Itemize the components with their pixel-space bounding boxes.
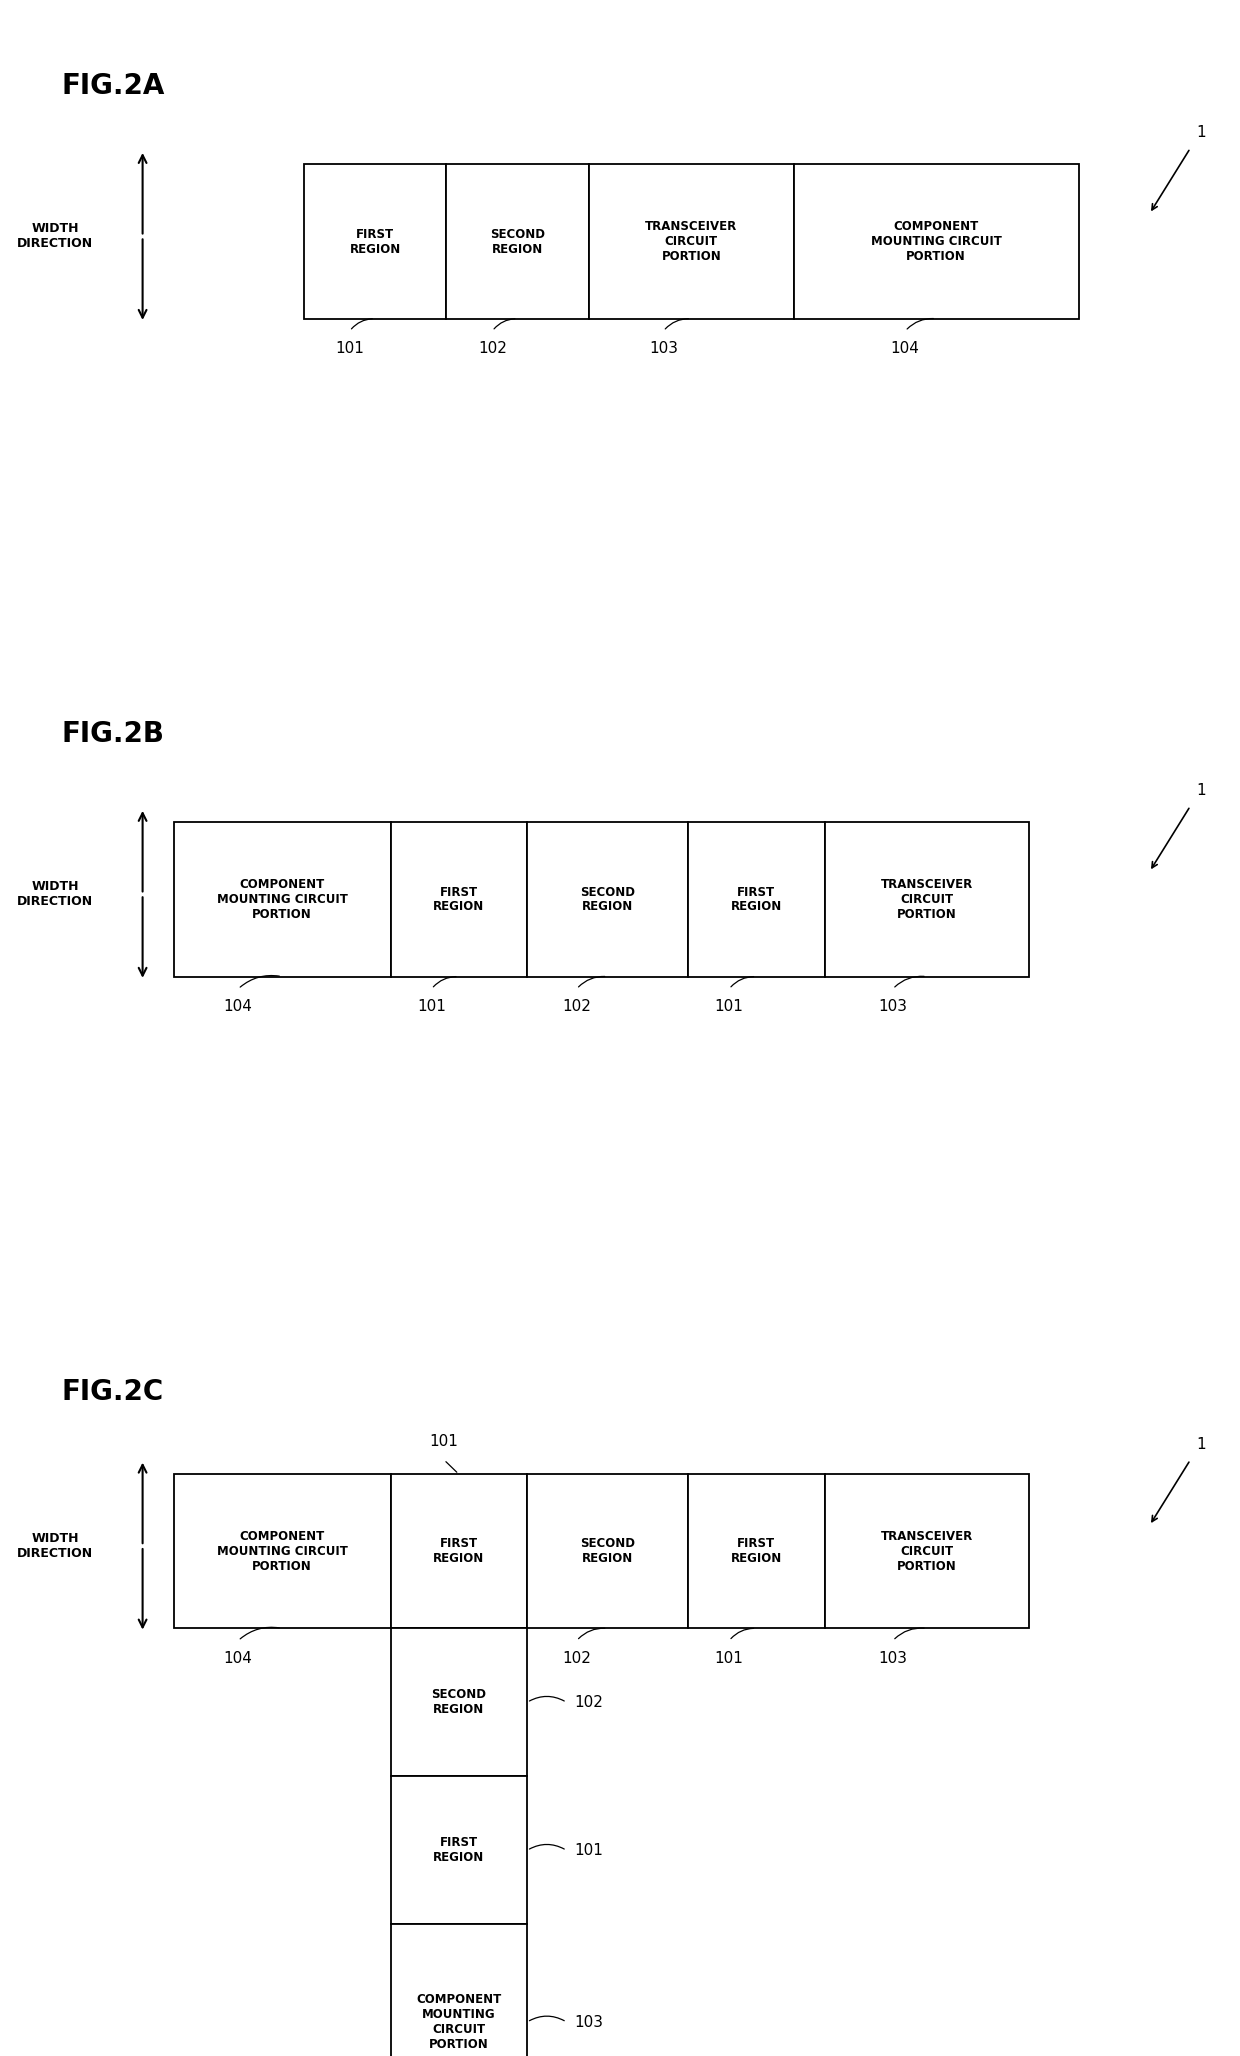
Text: 104: 104 bbox=[223, 999, 253, 1014]
Bar bbox=[391, 1474, 527, 1628]
Bar bbox=[391, 822, 527, 977]
Bar bbox=[688, 822, 825, 977]
Text: FIRST
REGION: FIRST REGION bbox=[433, 1836, 485, 1865]
Text: COMPONENT
MOUNTING
CIRCUIT
PORTION: COMPONENT MOUNTING CIRCUIT PORTION bbox=[417, 1992, 501, 2052]
Text: FIRST
REGION: FIRST REGION bbox=[730, 1538, 782, 1565]
Bar bbox=[825, 1474, 1029, 1628]
Text: 101: 101 bbox=[574, 1842, 603, 1859]
Text: FIG.2A: FIG.2A bbox=[62, 72, 165, 101]
Text: TRANSCEIVER
CIRCUIT
PORTION: TRANSCEIVER CIRCUIT PORTION bbox=[645, 220, 738, 263]
Bar bbox=[174, 1474, 391, 1628]
Text: COMPONENT
MOUNTING CIRCUIT
PORTION: COMPONENT MOUNTING CIRCUIT PORTION bbox=[217, 1530, 347, 1573]
Text: 101: 101 bbox=[714, 999, 744, 1014]
Text: 1: 1 bbox=[1197, 783, 1207, 798]
Text: FIRST
REGION: FIRST REGION bbox=[350, 228, 401, 255]
Bar bbox=[174, 822, 391, 977]
Bar bbox=[794, 164, 1079, 319]
Bar bbox=[688, 1474, 825, 1628]
Bar bbox=[391, 1924, 527, 2056]
Text: FIG.2C: FIG.2C bbox=[62, 1378, 164, 1406]
Text: 102: 102 bbox=[562, 999, 591, 1014]
Text: 102: 102 bbox=[574, 1694, 603, 1711]
Text: WIDTH
DIRECTION: WIDTH DIRECTION bbox=[17, 1532, 93, 1561]
Text: WIDTH
DIRECTION: WIDTH DIRECTION bbox=[17, 222, 93, 251]
Text: WIDTH
DIRECTION: WIDTH DIRECTION bbox=[17, 880, 93, 909]
Bar bbox=[446, 164, 589, 319]
Text: 101: 101 bbox=[714, 1651, 744, 1665]
Bar bbox=[589, 164, 794, 319]
Text: FIRST
REGION: FIRST REGION bbox=[730, 886, 782, 913]
Text: SECOND
REGION: SECOND REGION bbox=[432, 1688, 486, 1717]
Bar bbox=[391, 1776, 527, 1924]
Text: 1: 1 bbox=[1197, 125, 1207, 140]
Text: 101: 101 bbox=[417, 999, 446, 1014]
Text: FIG.2B: FIG.2B bbox=[62, 720, 165, 748]
Text: 102: 102 bbox=[477, 341, 507, 356]
Text: COMPONENT
MOUNTING CIRCUIT
PORTION: COMPONENT MOUNTING CIRCUIT PORTION bbox=[217, 878, 347, 921]
Text: 103: 103 bbox=[878, 999, 908, 1014]
Bar bbox=[304, 164, 446, 319]
Text: 103: 103 bbox=[649, 341, 678, 356]
Text: 1: 1 bbox=[1197, 1437, 1207, 1452]
Bar bbox=[391, 1628, 527, 1776]
Text: TRANSCEIVER
CIRCUIT
PORTION: TRANSCEIVER CIRCUIT PORTION bbox=[880, 878, 973, 921]
Text: TRANSCEIVER
CIRCUIT
PORTION: TRANSCEIVER CIRCUIT PORTION bbox=[880, 1530, 973, 1573]
Text: SECOND
REGION: SECOND REGION bbox=[580, 1538, 635, 1565]
Bar bbox=[527, 1474, 688, 1628]
Bar bbox=[825, 822, 1029, 977]
Text: 103: 103 bbox=[574, 2015, 603, 2029]
Text: 101: 101 bbox=[429, 1435, 459, 1449]
Text: FIRST
REGION: FIRST REGION bbox=[433, 1538, 485, 1565]
Text: 104: 104 bbox=[223, 1651, 253, 1665]
Text: SECOND
REGION: SECOND REGION bbox=[580, 886, 635, 913]
Text: COMPONENT
MOUNTING CIRCUIT
PORTION: COMPONENT MOUNTING CIRCUIT PORTION bbox=[870, 220, 1002, 263]
Text: SECOND
REGION: SECOND REGION bbox=[490, 228, 546, 255]
Text: FIRST
REGION: FIRST REGION bbox=[433, 886, 485, 913]
Text: 103: 103 bbox=[878, 1651, 908, 1665]
Text: 104: 104 bbox=[890, 341, 920, 356]
Text: 101: 101 bbox=[335, 341, 365, 356]
Text: 102: 102 bbox=[562, 1651, 591, 1665]
Bar bbox=[527, 822, 688, 977]
